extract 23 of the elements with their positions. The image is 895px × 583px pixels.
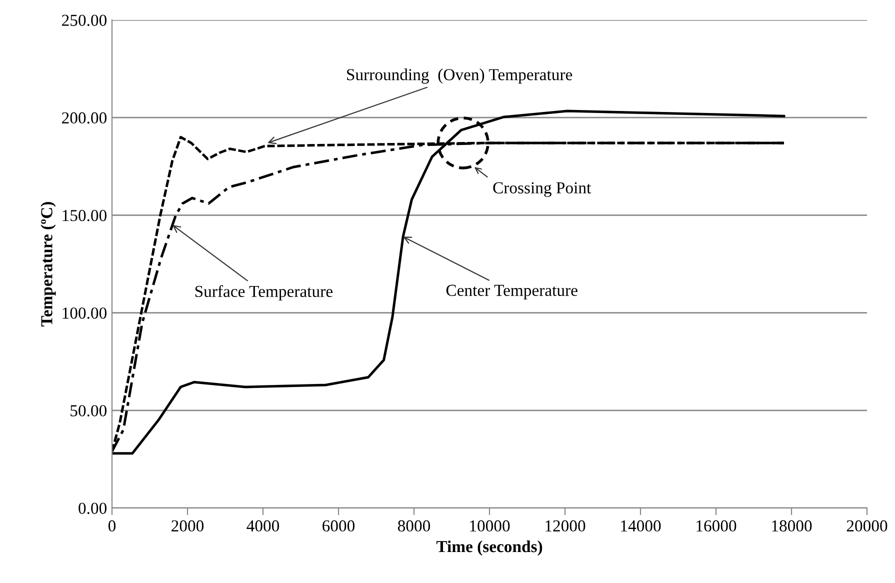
annotation: Crossing Point bbox=[493, 182, 592, 197]
x-tick-label: 8000 bbox=[398, 520, 430, 532]
x-tick-label: 16000 bbox=[696, 520, 736, 532]
x-tick-label: 12000 bbox=[546, 520, 586, 532]
x-tick-label: 6000 bbox=[322, 520, 355, 532]
x-tick-label: 4000 bbox=[246, 520, 280, 532]
annotation: Surrounding (Oven) Temperature bbox=[347, 68, 572, 84]
x-axis-title: Time (seconds) bbox=[436, 540, 542, 556]
annotation: Surface Temperature bbox=[195, 285, 332, 300]
y-axis-title: Temperature (ºC) bbox=[40, 202, 56, 326]
x-tick-label: 18000 bbox=[772, 520, 812, 532]
y-tick-label: 50.00 bbox=[70, 405, 107, 416]
y-tick-label: 150.00 bbox=[62, 210, 107, 222]
y-tick-label: 250.00 bbox=[62, 14, 107, 26]
y-tick-label: 200.00 bbox=[62, 112, 107, 124]
y-tick-label: 0.00 bbox=[78, 502, 107, 514]
x-tick-label: 0 bbox=[108, 520, 116, 532]
x-tick-label: 20000 bbox=[846, 520, 888, 532]
x-tick-label: 14000 bbox=[621, 520, 661, 532]
annotation: Center Temperature bbox=[446, 284, 578, 300]
y-tick-label: 100.00 bbox=[62, 308, 107, 319]
x-tick-label: 10000 bbox=[470, 520, 510, 532]
x-tick-label: 2000 bbox=[172, 520, 204, 532]
